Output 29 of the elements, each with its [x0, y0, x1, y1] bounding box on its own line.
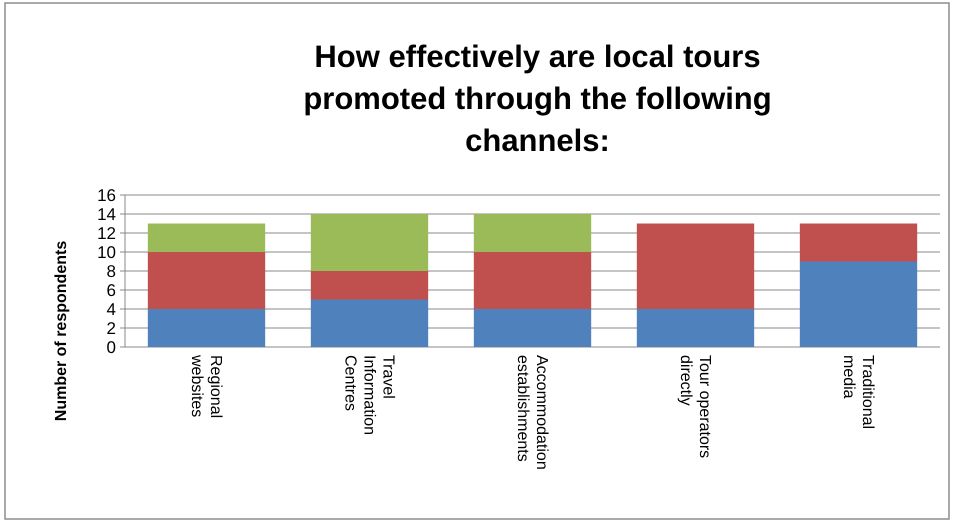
y-tick-label: 10 [97, 242, 116, 262]
x-tick-label: Traditional media [840, 355, 876, 430]
y-axis-title: Number of respondents [53, 240, 70, 422]
bar [310, 214, 428, 271]
bar [148, 252, 266, 309]
bar [636, 224, 754, 309]
y-tick-label: 14 [97, 204, 116, 224]
bar [800, 262, 918, 347]
y-tick-label: 12 [97, 224, 116, 243]
y-tick-label: 0 [106, 338, 116, 357]
y-tick-label: 6 [106, 280, 116, 300]
bar [310, 271, 428, 300]
bar [636, 309, 754, 347]
bar [148, 309, 266, 347]
bar [310, 300, 428, 347]
x-tick-label: Tour operators directly [677, 355, 713, 458]
y-tick-label: 16 [97, 186, 116, 205]
y-tick-label: 2 [106, 318, 116, 338]
y-tick-label: 4 [106, 300, 116, 319]
y-tick-label: 8 [106, 262, 116, 281]
x-tick-label: Regional websites [188, 354, 224, 418]
bar [474, 214, 592, 252]
bar [148, 224, 266, 252]
x-tick-label: Travel Information Centres [342, 355, 396, 436]
chart-title: How effectively are local tours promoted through the following channels: [303, 39, 772, 158]
bar [800, 224, 918, 262]
bar [474, 252, 592, 309]
bar [474, 309, 592, 347]
x-tick-label: Accommodation establishments [514, 355, 550, 470]
